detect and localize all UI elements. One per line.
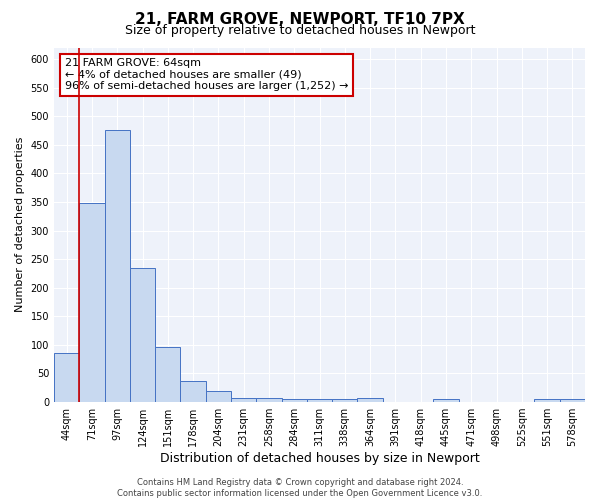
Bar bbox=[281, 399, 307, 402]
Text: Size of property relative to detached houses in Newport: Size of property relative to detached ho… bbox=[125, 24, 475, 37]
Bar bbox=[104, 130, 130, 402]
Bar bbox=[54, 354, 79, 402]
Bar bbox=[231, 398, 256, 402]
Bar bbox=[358, 398, 383, 402]
Text: Contains HM Land Registry data © Crown copyright and database right 2024.
Contai: Contains HM Land Registry data © Crown c… bbox=[118, 478, 482, 498]
Bar bbox=[130, 268, 155, 402]
Bar bbox=[307, 399, 332, 402]
Bar bbox=[206, 391, 231, 402]
Bar bbox=[433, 398, 458, 402]
Bar bbox=[256, 398, 281, 402]
Bar bbox=[332, 399, 358, 402]
Text: 21, FARM GROVE, NEWPORT, TF10 7PX: 21, FARM GROVE, NEWPORT, TF10 7PX bbox=[135, 12, 465, 28]
Text: 21 FARM GROVE: 64sqm
← 4% of detached houses are smaller (49)
96% of semi-detach: 21 FARM GROVE: 64sqm ← 4% of detached ho… bbox=[65, 58, 348, 92]
X-axis label: Distribution of detached houses by size in Newport: Distribution of detached houses by size … bbox=[160, 452, 479, 465]
Bar bbox=[535, 399, 560, 402]
Y-axis label: Number of detached properties: Number of detached properties bbox=[15, 137, 25, 312]
Bar bbox=[560, 399, 585, 402]
Bar bbox=[181, 381, 206, 402]
Bar bbox=[79, 203, 104, 402]
Bar bbox=[155, 346, 181, 402]
